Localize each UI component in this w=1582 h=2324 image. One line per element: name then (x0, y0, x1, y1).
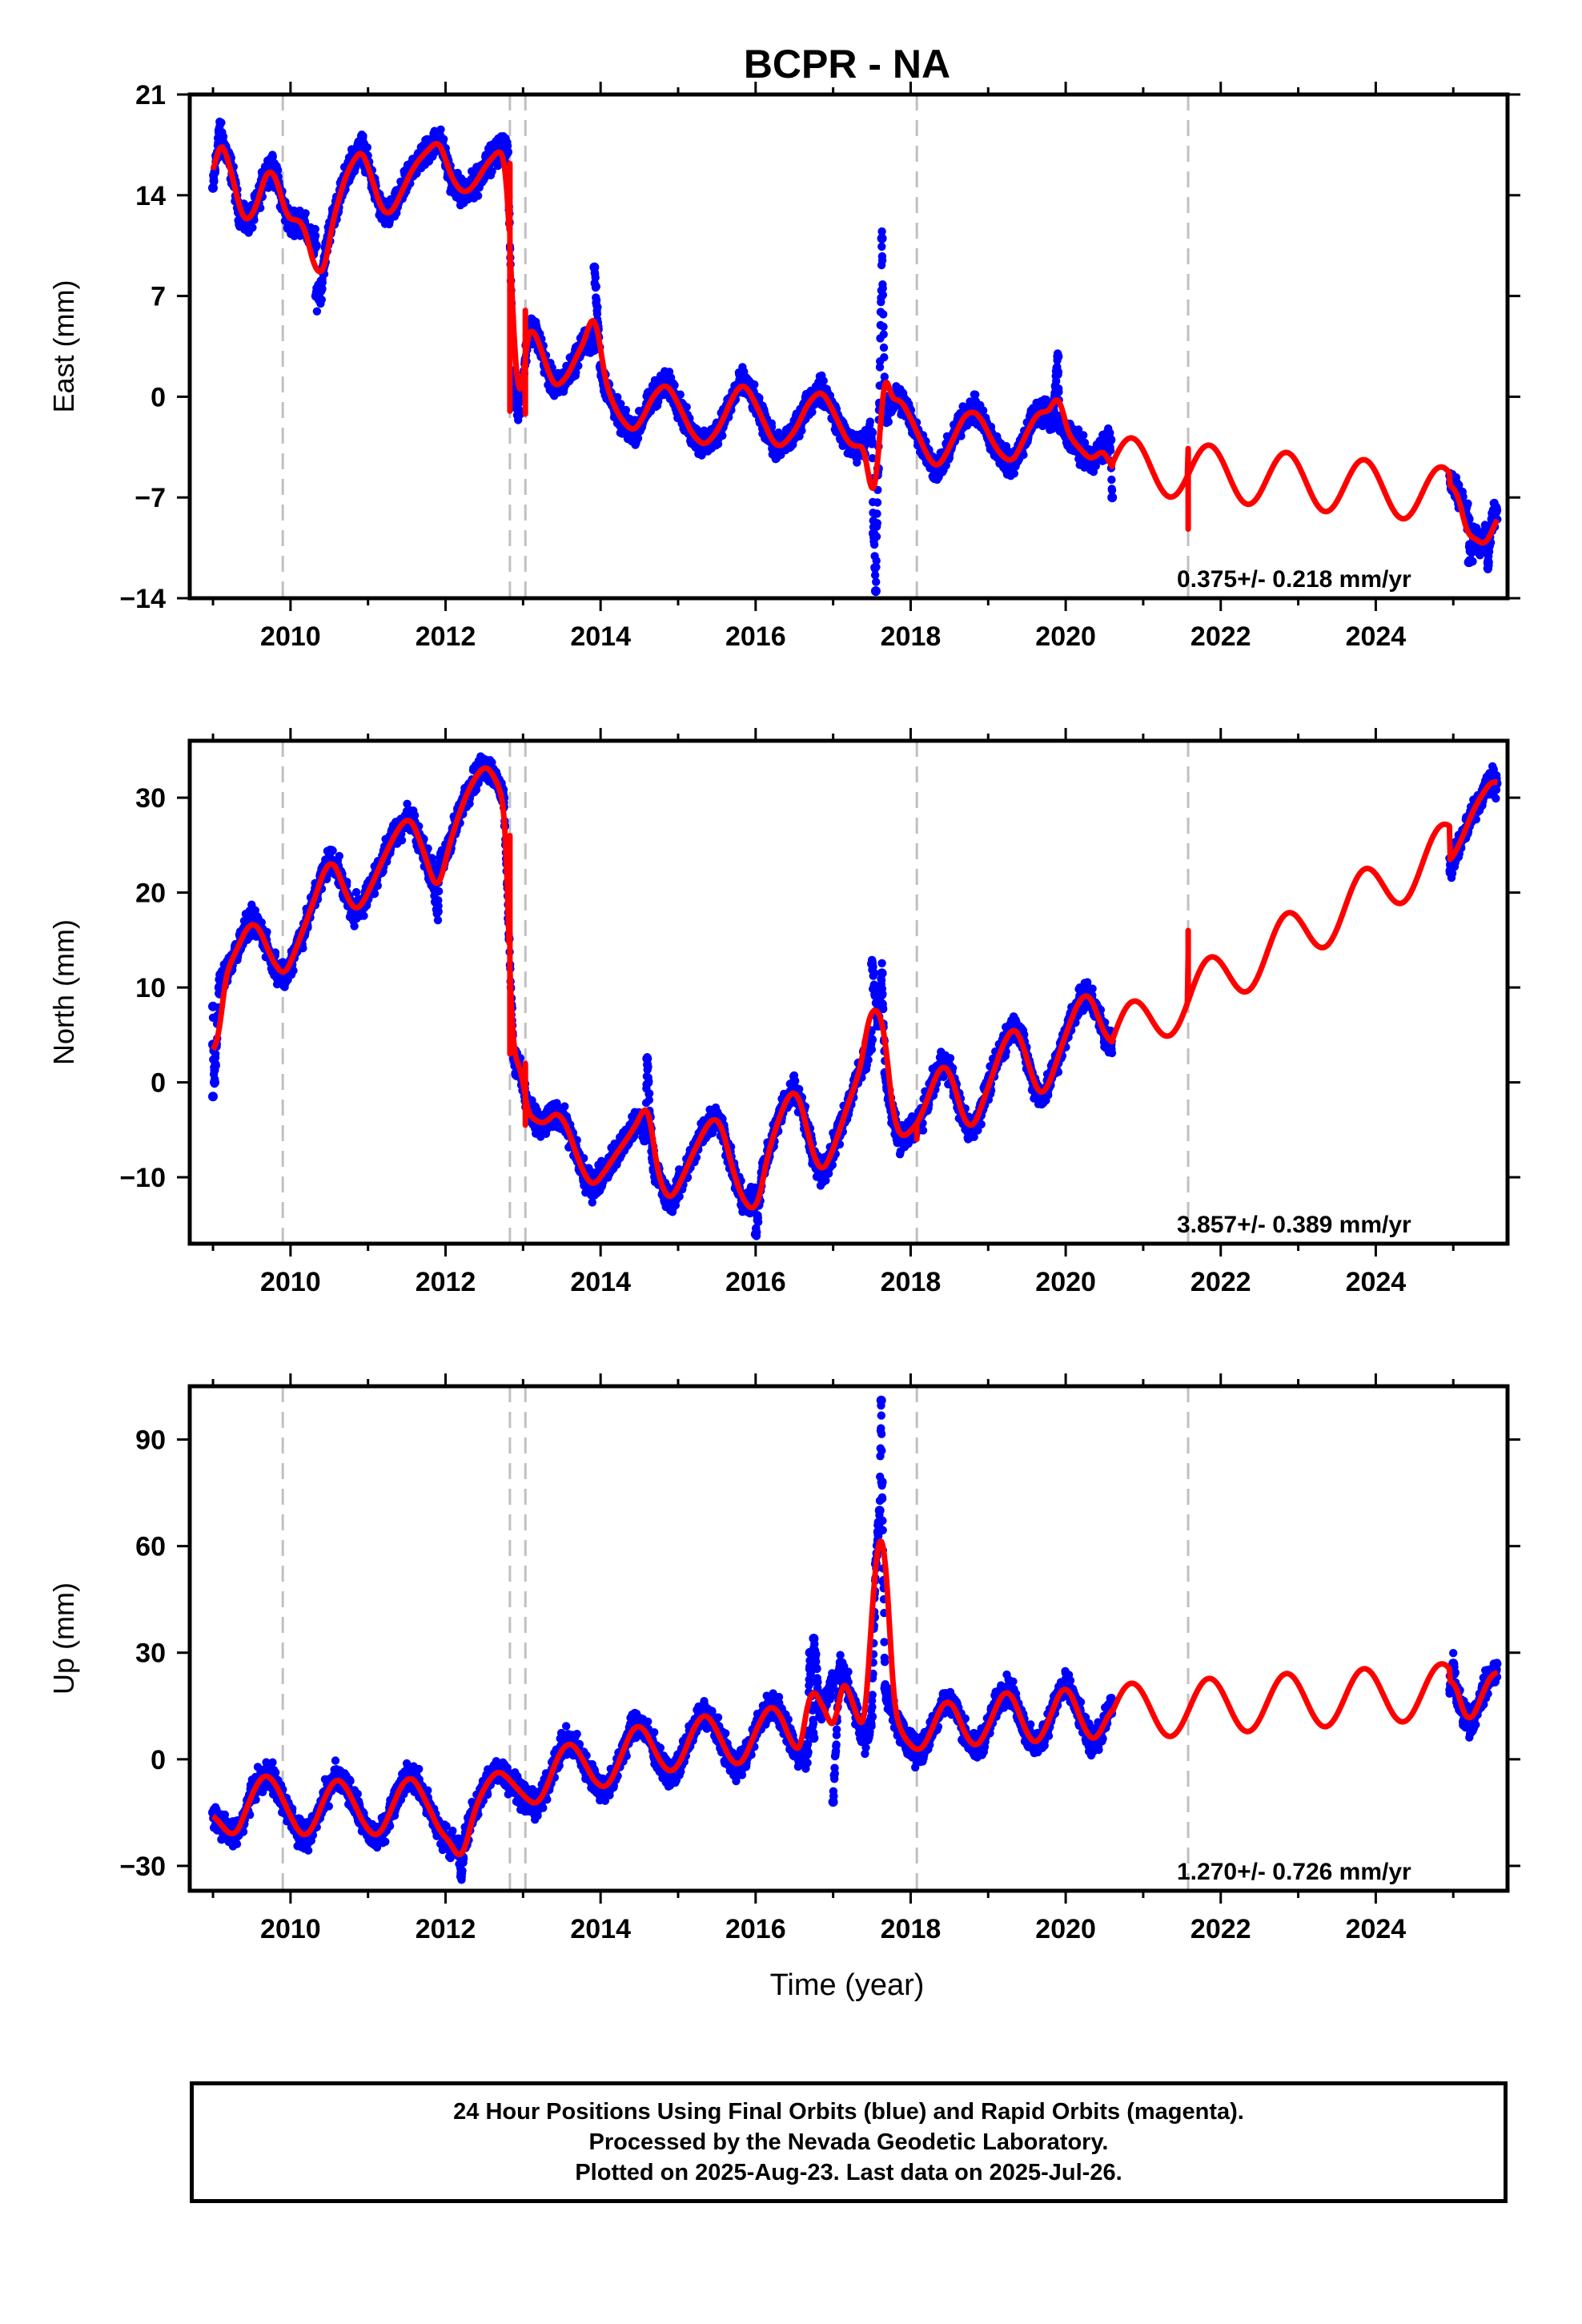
east-daily-point (879, 322, 888, 332)
east-daily-point (873, 519, 882, 528)
east-data-point (214, 125, 224, 135)
east-data-point (870, 586, 881, 596)
east-panel: 2010 2012 2014 2016 2018 2020 2022 2024 −14 −7 0 7 1… (47, 80, 1520, 652)
east-daily-point (436, 125, 445, 134)
east-daily-point (591, 273, 600, 282)
east-daily-point (879, 343, 889, 352)
east-daily-point (572, 368, 580, 377)
east-daily-point (1054, 388, 1063, 396)
east-data-point (208, 183, 218, 193)
east-daily-point (488, 167, 496, 176)
east-data-point (1483, 557, 1493, 568)
east-x-tick-label: 2014 (570, 621, 631, 652)
east-y-tick-label: 21 (135, 80, 166, 111)
east-data-point (356, 139, 367, 150)
east-x-tick-label: 2012 (416, 621, 476, 652)
east-daily-point (819, 376, 828, 385)
east-data-point (589, 262, 600, 272)
east-daily-point (593, 303, 602, 312)
east-daily-point (274, 166, 283, 175)
east-x-tick-label: 2020 (1035, 621, 1096, 652)
east-daily-point (312, 307, 322, 316)
east-data-point (877, 233, 887, 243)
east-daily-point (268, 152, 277, 161)
east-plot-frame (187, 92, 1510, 601)
east-model-fit-line (210, 140, 1500, 546)
north-daily-point (211, 1049, 220, 1059)
east-data-point (1047, 413, 1058, 424)
east-daily-point (311, 224, 319, 234)
east-daily-point (613, 392, 622, 402)
east-daily-point (865, 417, 875, 426)
east-daily-point (873, 498, 882, 507)
figure-title: BCPR - NA (744, 42, 950, 86)
east-data-point (1106, 435, 1116, 445)
east-daily-point (808, 408, 817, 416)
east-daily-point (1054, 368, 1063, 376)
east-daily-point (616, 400, 625, 408)
east-data-point (1464, 557, 1474, 568)
east-daily-point (359, 131, 367, 140)
east-data-point (869, 529, 878, 539)
east-daily-point (621, 405, 631, 415)
east-data-point (867, 428, 877, 438)
east-daily-point (1010, 469, 1019, 478)
east-x-tick-label: 2024 (1346, 621, 1407, 652)
east-daily-point (248, 223, 257, 232)
east-y-tick-label: 14 (135, 181, 166, 211)
east-velocity-annotation: 0.375+/- 0.218 mm/yr (1177, 566, 1411, 593)
east-daily-point (877, 256, 887, 265)
east-daily-point (872, 557, 881, 565)
east-data-point (316, 283, 327, 294)
east-x-tick-label: 2010 (260, 621, 321, 652)
east-daily-point (797, 426, 806, 435)
east-daily-point (877, 242, 886, 251)
east-y-tick-label: 7 (151, 282, 166, 312)
east-daily-point (301, 209, 310, 218)
east-daily-point (682, 403, 691, 412)
east-x-tick-label: 2018 (881, 621, 942, 652)
east-y-tick-label: −14 (119, 584, 166, 614)
east-daily-point (880, 353, 889, 362)
east-daily-point (879, 310, 888, 319)
east-data-point (1107, 493, 1118, 503)
east-data-point (1491, 507, 1501, 517)
north-daily-point (211, 1061, 220, 1071)
east-daily-point (676, 390, 685, 399)
east-x-tick-label: 2016 (725, 621, 786, 652)
north-panel: 2010 2012 2014 2016 2018 2020 2022 2024−1001020… (47, 728, 1520, 1297)
east-daily-point (879, 330, 888, 339)
east-daily-point (878, 291, 888, 300)
east-y-tick-label: −7 (135, 483, 166, 513)
east-daily-point (872, 577, 881, 586)
east-daily-point (1107, 475, 1116, 485)
east-daily-point (1079, 431, 1088, 440)
east-x-tick-label: 2022 (1191, 621, 1251, 652)
east-daily-point (592, 282, 600, 292)
east-y-tick-label: 0 (151, 382, 166, 412)
east-y-axis-title: East (mm) (47, 280, 80, 413)
east-daily-point (873, 509, 881, 518)
east-daily-point (217, 119, 226, 127)
east-data-point (1053, 352, 1063, 362)
east-daily-point (473, 191, 483, 200)
east-daily-point (869, 540, 879, 549)
